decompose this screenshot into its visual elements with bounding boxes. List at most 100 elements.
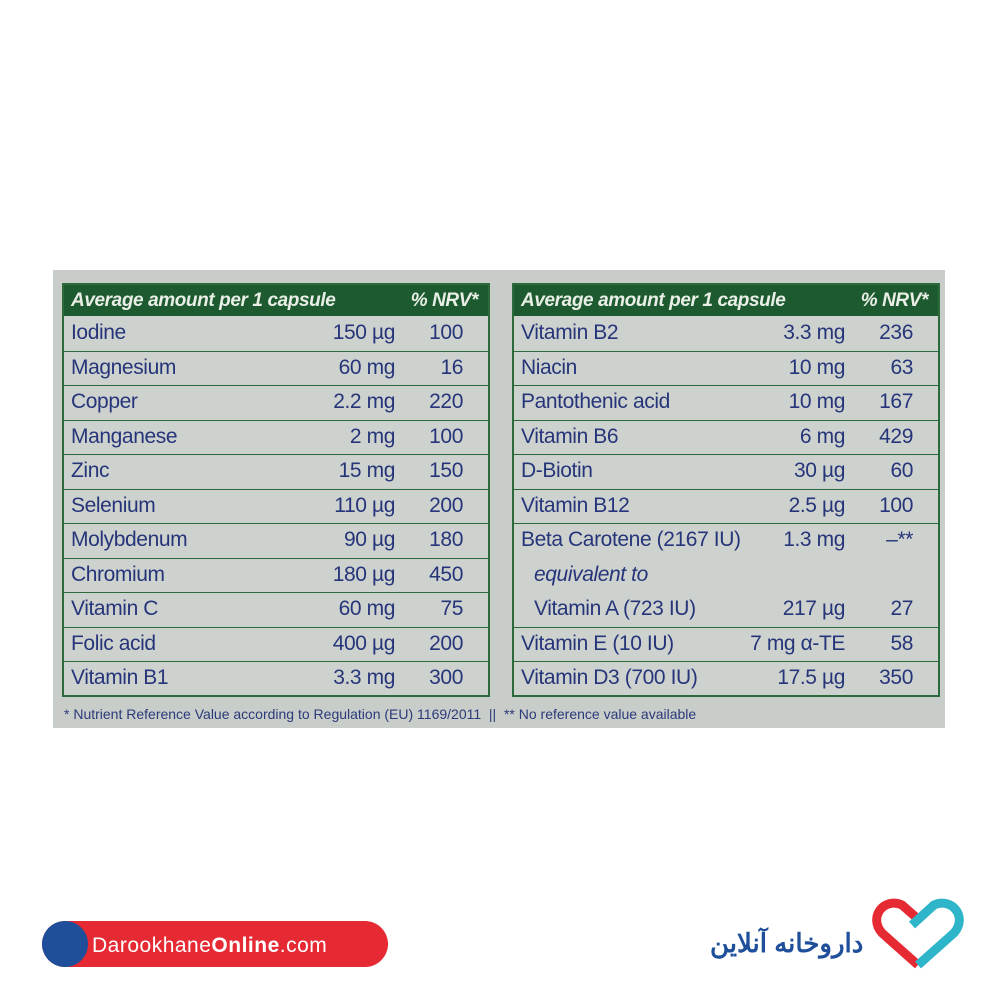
row-nrv: 16 [440, 355, 463, 379]
row-name: Vitamin E (10 IU) [521, 631, 674, 655]
row-amount: 3.3 mg [333, 666, 395, 689]
row-nrv: 63 [890, 355, 913, 379]
row-nrv: 100 [429, 321, 463, 344]
row-name: Vitamin B12 [521, 493, 630, 517]
row-nrv: 200 [429, 493, 463, 517]
header-nrv: % NRV* [410, 290, 479, 311]
row-name: Zinc [71, 459, 110, 482]
row-name: Copper [71, 390, 138, 413]
row-name: Beta Carotene (2167 IU) [521, 528, 741, 551]
row-divider [64, 661, 488, 662]
row-name: Vitamin B6 [521, 424, 619, 448]
row-amount: 217 µg [782, 597, 846, 620]
heart-logo [872, 898, 964, 969]
row-amount: 400 µg [332, 631, 396, 655]
row-divider [64, 350, 488, 352]
row-divider [514, 523, 938, 524]
row-nrv: 220 [429, 390, 463, 413]
row-amount: 60 mg [338, 355, 396, 379]
row-name: Selenium [71, 493, 156, 517]
row-nrv: 350 [879, 666, 913, 689]
row-nrv: 167 [879, 390, 913, 413]
row-name: D-Biotin [521, 459, 593, 482]
row-divider [64, 385, 488, 386]
row-amount: 180 µg [332, 562, 396, 586]
brand-name: داروخانه آنلاین [710, 928, 864, 958]
row-divider [64, 557, 488, 559]
site-part: Darookhane [92, 934, 212, 957]
row-nrv: 180 [429, 528, 463, 551]
row-nrv: 100 [429, 424, 463, 448]
nutrition-table: Average amount per 1 capsule % NRV* Vitami… [512, 283, 940, 697]
row-amount: 90 µg [344, 528, 395, 551]
row-name: Vitamin C [71, 597, 159, 620]
row-amount: 7 mg α-TE [750, 631, 845, 655]
row-divider [514, 350, 938, 352]
row-nrv: 236 [879, 321, 913, 344]
site-part: .com [279, 934, 328, 957]
globe-icon [42, 921, 88, 967]
header-title: Average amount per 1 capsule [71, 290, 336, 311]
row-nrv: 429 [879, 424, 913, 448]
row-name: Manganese [71, 424, 178, 448]
row-divider [64, 626, 488, 628]
row-amount: 2 mg [349, 424, 395, 448]
row-nrv: 60 [890, 459, 913, 482]
row-nrv: 200 [429, 631, 463, 655]
row-amount: 10 mg [788, 390, 846, 413]
row-amount: 15 mg [338, 459, 396, 482]
row-nrv: 150 [429, 459, 463, 482]
row-nrv: 100 [879, 493, 913, 517]
site-part: Online [211, 934, 280, 957]
row-amount: 1.3 mg [783, 528, 845, 551]
row-divider [514, 419, 938, 421]
footnote: * Nutrient Reference Value according to … [64, 706, 697, 722]
site-url: DarookhaneOnline.com [92, 934, 327, 958]
row-name: Iodine [71, 321, 126, 344]
row-name: Niacin [521, 355, 577, 379]
row-amount: 60 mg [338, 597, 396, 620]
row-amount: 110 µg [334, 493, 395, 517]
row-name: Vitamin A (723 IU) [534, 597, 696, 620]
row-amount: 17.5 µg [777, 666, 845, 689]
row-amount: 30 µg [794, 459, 845, 482]
row-nrv: 58 [890, 631, 913, 655]
row-name: Vitamin B2 [521, 321, 619, 344]
row-amount: 2.5 µg [788, 493, 846, 517]
row-divider [514, 626, 938, 628]
row-name: Chromium [71, 562, 165, 586]
row-note: equivalent to [534, 562, 648, 586]
row-nrv: 27 [890, 597, 913, 620]
row-amount: 10 mg [788, 355, 846, 379]
row-amount: 3.3 mg [783, 321, 845, 344]
row-name: Magnesium [71, 355, 176, 379]
row-name: Vitamin B1 [71, 666, 169, 689]
row-name: Pantothenic acid [521, 390, 670, 413]
table-header: Average amount per 1 capsule % NRV* [64, 285, 488, 316]
row-amount: 6 mg [799, 424, 845, 448]
row-name: Vitamin D3 (700 IU) [521, 666, 698, 689]
row-divider [64, 592, 488, 593]
row-divider [514, 454, 938, 455]
row-nrv: 75 [440, 597, 463, 620]
row-amount: 2.2 mg [333, 390, 395, 413]
row-nrv: 300 [429, 666, 463, 689]
row-nrv: 450 [429, 562, 463, 586]
table-header: Average amount per 1 capsule % NRV* [514, 285, 938, 316]
row-divider [514, 488, 938, 490]
row-divider [64, 523, 488, 524]
row-nrv: –** [886, 528, 913, 551]
row-divider [64, 419, 488, 421]
nutrition-table: Average amount per 1 capsule % NRV* Iodine… [62, 283, 490, 697]
row-name: Molybdenum [71, 528, 188, 551]
header-title: Average amount per 1 capsule [521, 290, 786, 311]
row-divider [514, 385, 938, 386]
header-nrv: % NRV* [860, 290, 929, 311]
site-badge [42, 921, 388, 967]
row-amount: 150 µg [332, 321, 396, 344]
row-divider [64, 488, 488, 490]
row-divider [64, 454, 488, 455]
row-name: Folic acid [71, 631, 156, 655]
row-divider [514, 661, 938, 662]
